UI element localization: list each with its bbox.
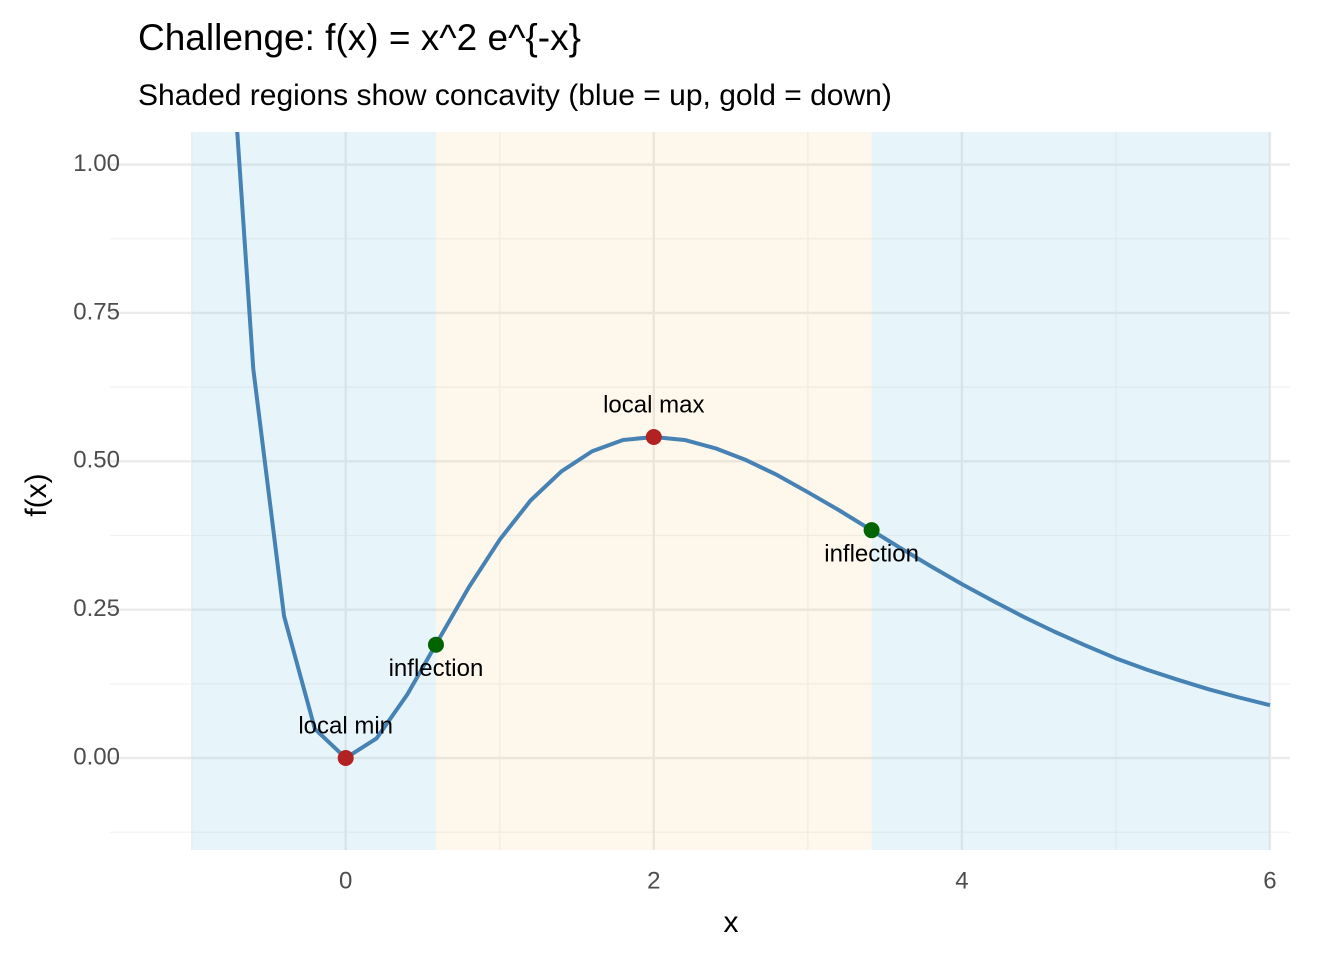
chart-subtitle: Shaded regions show concavity (blue = up… [138,79,892,112]
x-tick-label: 0 [339,867,352,894]
point-label: inflection [389,655,484,682]
critical-point [863,522,880,539]
concavity-region [435,132,872,850]
point-label: inflection [824,541,919,568]
y-axis-label: f(x) [20,473,53,516]
chart-title: Challenge: f(x) = x^2 e^{-x} [138,17,581,58]
curve [235,132,1271,761]
y-tick-label: 0.25 [73,595,120,622]
y-tick-label: 0.75 [73,298,120,325]
point-label: local max [603,391,704,418]
point-label: local min [298,712,393,739]
x-axis-label: x [724,906,739,939]
y-tick-label: 0.50 [73,447,120,474]
critical-point [337,750,354,767]
x-tick-label: 4 [955,867,968,894]
concavity-region [191,132,436,850]
y-tick-label: 0.00 [73,743,120,770]
concavity-region [871,132,1270,850]
y-tick-label: 1.00 [73,150,120,177]
critical-point [427,636,444,653]
x-tick-label: 2 [647,867,660,894]
critical-point [645,429,662,446]
x-tick-label: 6 [1263,867,1276,894]
